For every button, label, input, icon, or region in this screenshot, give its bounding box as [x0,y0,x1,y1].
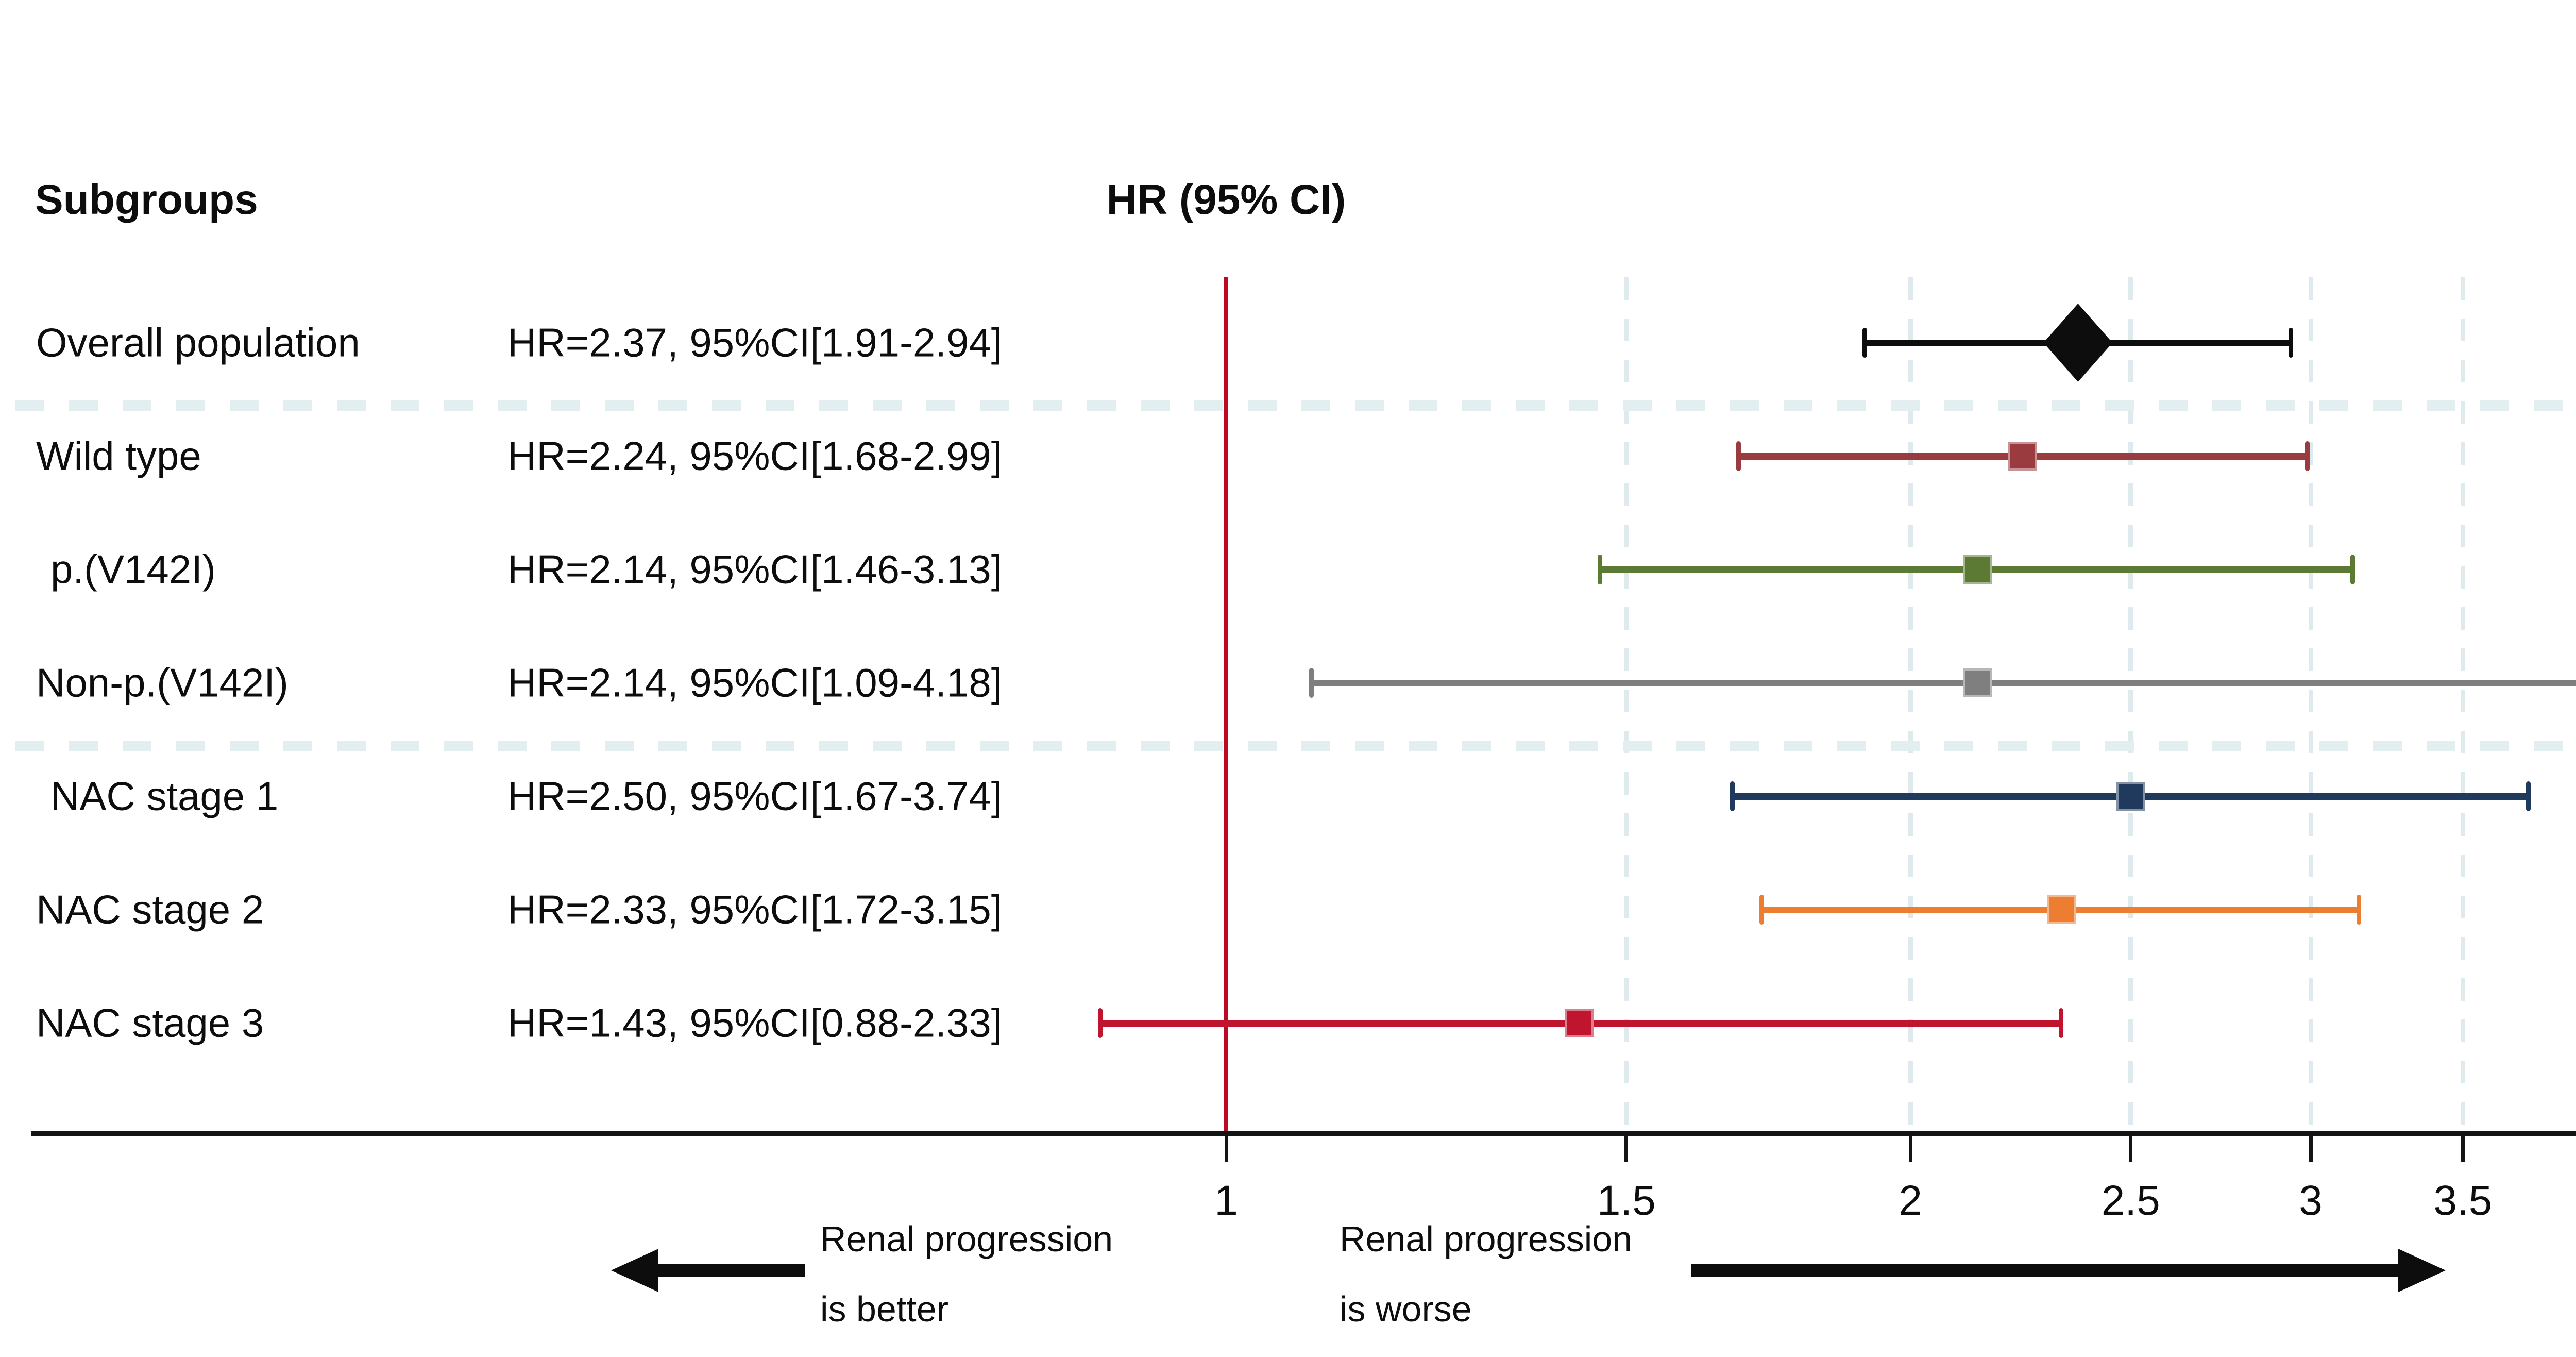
left-arrow-head-icon [611,1249,658,1292]
marker-square [1565,1009,1594,1037]
subgroup-label: NAC stage 3 [36,1000,264,1046]
error-bar-cap [2059,1008,2064,1038]
error-bar-cap [1309,668,1314,698]
left-arrow [655,1264,805,1277]
error-bar-cap [1736,441,1741,471]
hr-ci-text: HR=2.50, 95%CI[1.67-3.74] [507,773,1003,819]
left-direction-label-line2: is better [820,1289,948,1329]
x-axis-tick [2129,1135,2133,1162]
gridline [2460,277,2465,1131]
subgroup-label: NAC stage 2 [36,886,264,932]
error-bar [1311,679,2576,686]
right-direction-label-line1: Renal progression [1340,1219,1633,1259]
subgroup-label: Overall population [36,320,360,365]
gridline [1908,277,1913,1131]
right-arrow-head-icon [2398,1249,2446,1292]
x-axis-tick-label: 3.5 [2433,1177,2493,1224]
group-separator [15,400,2576,411]
hr-ci-text: HR=2.33, 95%CI[1.72-3.15] [507,886,1003,932]
error-bar-cap [1730,781,1735,811]
error-bar-cap [2357,895,2362,925]
gridline [2128,277,2133,1131]
column-header-subgroups: Subgroups [35,176,258,223]
marker-square [2046,895,2076,924]
subgroup-label: p.(V142I) [50,546,216,592]
reference-line [1224,277,1228,1131]
error-bar-cap [2288,328,2293,358]
x-axis-tick-label: 1 [1214,1177,1238,1224]
error-bar-cap [2350,555,2355,584]
x-axis-tick [2461,1135,2465,1162]
subgroup-label: NAC stage 1 [50,773,279,819]
error-bar-cap [1097,1008,1103,1038]
left-direction-label-line1: Renal progression [820,1219,1113,1259]
hr-ci-text: HR=1.43, 95%CI[0.88-2.33] [507,1000,1003,1046]
gridline [1624,277,1629,1131]
marker-square [1962,555,1992,584]
x-axis-tick [1624,1135,1629,1162]
column-header-hr-ci: HR (95% CI) [1106,176,1346,223]
x-axis-tick [1224,1135,1228,1162]
x-axis-tick-label: 2.5 [2101,1177,2160,1224]
subgroup-label: Non-p.(V142I) [36,660,289,706]
x-axis-tick-label: 1.5 [1597,1177,1656,1224]
right-arrow [1691,1264,2401,1277]
error-bar-cap [1597,555,1602,584]
x-axis [31,1131,2576,1136]
x-axis-tick [1908,1135,1912,1162]
error-bar-cap [1759,895,1764,925]
marker-square [1962,668,1992,697]
marker-square [2008,442,2037,471]
gridline [2308,277,2313,1131]
x-axis-tick-label: 2 [1899,1177,1922,1224]
error-bar-cap [2305,441,2310,471]
group-separator [15,741,2576,751]
hr-ci-text: HR=2.14, 95%CI[1.46-3.13] [507,546,1003,592]
subgroup-label: Wild type [36,433,201,479]
x-axis-tick [2309,1135,2313,1162]
right-direction-label-line2: is worse [1340,1289,1472,1329]
hr-ci-text: HR=2.37, 95%CI[1.91-2.94] [507,320,1003,365]
error-bar-cap [2526,781,2531,811]
marker-diamond [2043,304,2113,382]
hr-ci-text: HR=2.14, 95%CI[1.09-4.18] [507,660,1003,706]
x-axis-tick-label: 3 [2299,1177,2323,1224]
marker-square [2116,782,2145,811]
hr-ci-text: HR=2.24, 95%CI[1.68-2.99] [507,433,1003,479]
error-bar-cap [1862,328,1868,358]
